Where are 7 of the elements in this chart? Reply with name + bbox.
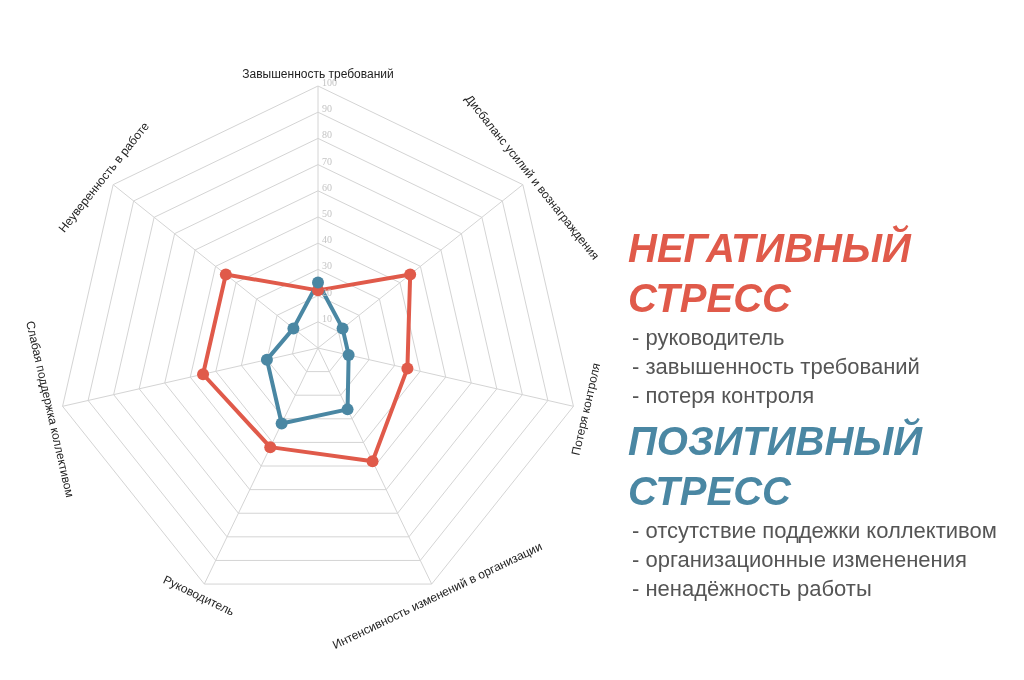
- text: - руководитель - завышенность требований - потеря контроля: [631, 324, 921, 410]
- text: НЕГАТИВНЫЙ СТРЕСС: [628, 224, 913, 322]
- y-tick-label: 40: [322, 234, 332, 246]
- spoke-label: Завышенность требований: [242, 67, 394, 81]
- text: ПОЗИТИВНЫЙ СТРЕСС: [628, 417, 924, 515]
- text: - отсутствие поддежки коллективом - организационные измененения - ненадёжность работы: [631, 517, 998, 603]
- spoke-label: Потеря контроля: [568, 361, 604, 457]
